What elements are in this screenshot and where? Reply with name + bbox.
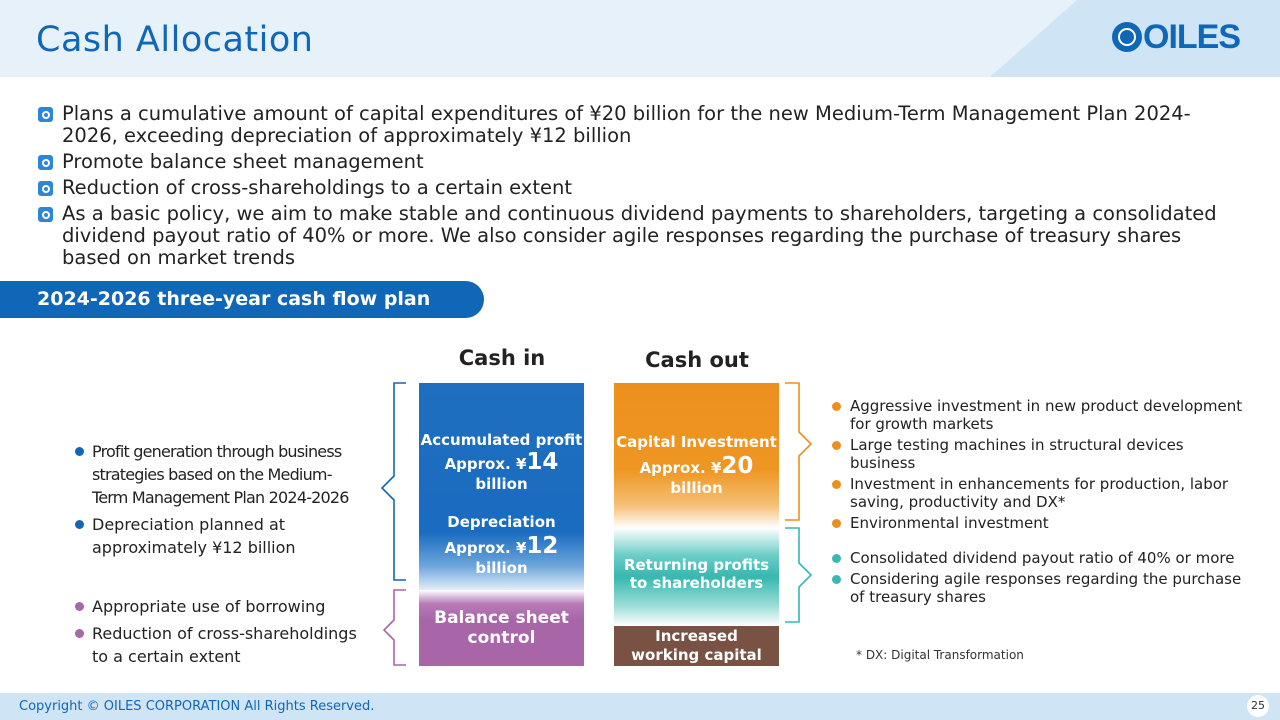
bullet-dot	[75, 520, 84, 529]
list-item: Reduction of cross-shareholdings to a ce…	[75, 622, 375, 668]
profit-generation-text: Profit generation through business strat…	[92, 442, 350, 507]
cross-shareholdings-text: Reduction of cross-shareholdings to a ce…	[92, 624, 357, 666]
page-number: 25	[1247, 695, 1269, 717]
accumulated-profit-value: Approx. ¥14 billion	[444, 449, 559, 494]
logo-text: OILES	[1143, 18, 1241, 56]
globe-icon	[1112, 22, 1142, 52]
right-notes-returns: Consolidated dividend payout ratio of 40…	[832, 549, 1252, 609]
cash-in-box: Accumulated profit Approx. ¥14 billion D…	[419, 383, 584, 596]
left-notes-cash-in: Profit generation through business strat…	[75, 440, 375, 559]
bullet-dot	[832, 441, 841, 450]
bullet-icon	[38, 155, 53, 170]
section-banner: 2024-2026 three-year cash flow plan	[0, 281, 484, 318]
investment-item-text: Investment in enhancements for productio…	[850, 475, 1229, 511]
list-item: Large testing machines in structural dev…	[832, 436, 1252, 472]
policy-bullets: Plans a cumulative amount of capital exp…	[38, 103, 1238, 273]
returning-line2: to shareholders	[629, 574, 764, 592]
copyright-text: Copyright © OILES CORPORATION All Rights…	[19, 699, 375, 714]
returns-brace	[785, 527, 813, 623]
returning-line1: Returning profits	[623, 556, 770, 574]
list-item: Environmental investment	[832, 514, 1252, 532]
bullet-icon	[38, 181, 53, 196]
footer: Copyright © OILES CORPORATION All Rights…	[0, 693, 1280, 720]
left-notes-balance: Appropriate use of borrowing Reduction o…	[75, 595, 375, 668]
bullet-text: As a basic policy, we aim to make stable…	[62, 202, 1217, 269]
bullet-item: Plans a cumulative amount of capital exp…	[38, 103, 1238, 147]
list-item: Profit generation through business strat…	[75, 440, 375, 509]
borrowing-text: Appropriate use of borrowing	[92, 597, 326, 616]
balance-brace	[382, 589, 406, 666]
capital-investment-value: Approx. ¥20 billion	[639, 453, 754, 498]
bullet-dot	[832, 480, 841, 489]
depreciation-value: Approx. ¥12 billion	[444, 533, 559, 578]
investment-item-text: Aggressive investment in new product dev…	[850, 397, 1243, 433]
list-item: Considering agile responses regarding th…	[832, 570, 1252, 606]
balance-sheet-line2: control	[467, 628, 536, 648]
list-item: Aggressive investment in new product dev…	[832, 397, 1252, 433]
investment-item-text: Environmental investment	[850, 514, 1049, 532]
accumulated-profit-label: Accumulated profit	[420, 431, 583, 449]
bullet-text: Reduction of cross-shareholdings to a ce…	[62, 176, 572, 199]
investment-brace	[785, 382, 813, 521]
left-braces	[380, 382, 406, 666]
header: Cash Allocation OILES	[0, 0, 1280, 77]
bullet-dot	[75, 629, 84, 638]
page-title: Cash Allocation	[36, 20, 314, 60]
list-item: Appropriate use of borrowing	[75, 595, 375, 618]
returns-item-text: Considering agile responses regarding th…	[850, 570, 1242, 606]
right-braces	[785, 382, 813, 623]
bullet-item: Promote balance sheet management	[38, 151, 1238, 173]
returns-item-text: Consolidated dividend payout ratio of 40…	[850, 549, 1235, 567]
right-notes-investment: Aggressive investment in new product dev…	[832, 397, 1252, 535]
returning-profits-box: Returning profits to shareholders	[614, 528, 779, 626]
investment-item-text: Large testing machines in structural dev…	[850, 436, 1184, 472]
footnote: * DX: Digital Transformation	[856, 648, 1024, 662]
cash-in-heading: Cash in	[458, 346, 546, 370]
bullet-item: As a basic policy, we aim to make stable…	[38, 203, 1238, 269]
company-logo: OILES	[1112, 18, 1241, 56]
balance-sheet-line1: Balance sheet	[434, 608, 569, 628]
list-item: Depreciation planned at approximately ¥1…	[75, 513, 375, 559]
bullet-item: Reduction of cross-shareholdings to a ce…	[38, 177, 1238, 199]
bullet-dot	[832, 554, 841, 563]
bullet-text: Promote balance sheet management	[62, 150, 424, 173]
depreciation-note-text: Depreciation planned at approximately ¥1…	[92, 515, 296, 557]
list-item: Consolidated dividend payout ratio of 40…	[832, 549, 1252, 567]
working-capital-line1: Increased	[655, 627, 738, 645]
cash-in-brace	[380, 382, 406, 581]
working-capital-box: Increased working capital	[614, 626, 779, 666]
working-capital-line2: working capital	[631, 646, 762, 664]
bullet-icon	[38, 207, 53, 222]
cash-out-heading: Cash out	[645, 348, 749, 372]
bullet-dot	[832, 402, 841, 411]
bullet-dot	[75, 602, 84, 611]
list-item: Investment in enhancements for productio…	[832, 475, 1252, 511]
bullet-dot	[832, 519, 841, 528]
bullet-dot	[75, 447, 84, 456]
balance-sheet-box: Balance sheet control	[419, 590, 584, 666]
depreciation-label: Depreciation	[447, 513, 556, 531]
bullet-icon	[38, 107, 53, 122]
capital-investment-label: Capital Investment	[616, 433, 777, 451]
bullet-dot	[832, 575, 841, 584]
bullet-text: Plans a cumulative amount of capital exp…	[62, 102, 1191, 147]
capital-investment-box: Capital Investment Approx. ¥20 billion	[614, 383, 779, 528]
